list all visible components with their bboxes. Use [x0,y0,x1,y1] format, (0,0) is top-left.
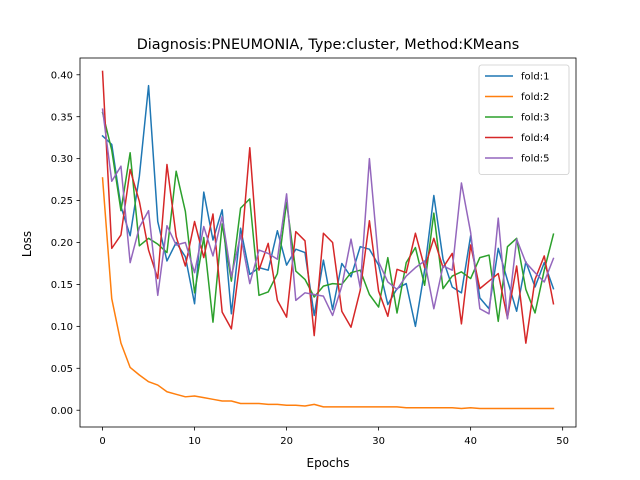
x-tick-label: 40 [464,436,477,447]
x-axis-label: Epochs [307,456,350,470]
y-axis-label: Loss [20,231,34,257]
axis-ticks: 0 10 20 30 40 50 0.00 0.05 0.10 0.15 0.20 0.25 0.30 0… [51,70,569,447]
plot-area [101,70,555,410]
legend-label: fold:5 [521,154,550,165]
y-tick-label: 0.15 [51,280,73,291]
series-line-fold-3 [101,111,555,323]
y-tick-label: 0.00 [51,406,73,417]
y-tick-label: 0.40 [51,70,73,81]
x-tick-label: 20 [280,436,293,447]
legend: fold:1 fold:2 fold:3 fold:4 fold:5 [478,64,570,175]
y-tick-label: 0.35 [51,112,73,123]
legend-box [478,64,570,175]
legend-label: fold:1 [521,72,550,83]
chart-title: Diagnosis:PNEUMONIA, Type:cluster, Metho… [137,37,520,53]
y-tick-label: 0.25 [51,196,73,207]
y-tick-label: 0.05 [51,364,73,375]
x-tick-label: 0 [99,436,105,447]
y-tick-label: 0.20 [51,238,73,249]
legend-label: fold:2 [521,92,550,103]
legend-label: fold:3 [521,113,550,124]
series-line-fold-5 [101,108,555,320]
y-tick-label: 0.30 [51,154,73,165]
legend-label: fold:4 [521,133,550,144]
y-tick-label: 0.10 [51,322,73,333]
series-line-fold-4 [101,70,555,344]
x-tick-label: 10 [188,436,201,447]
x-tick-label: 50 [556,436,569,447]
x-tick-label: 30 [372,436,385,447]
series-line-fold-2 [101,177,555,410]
